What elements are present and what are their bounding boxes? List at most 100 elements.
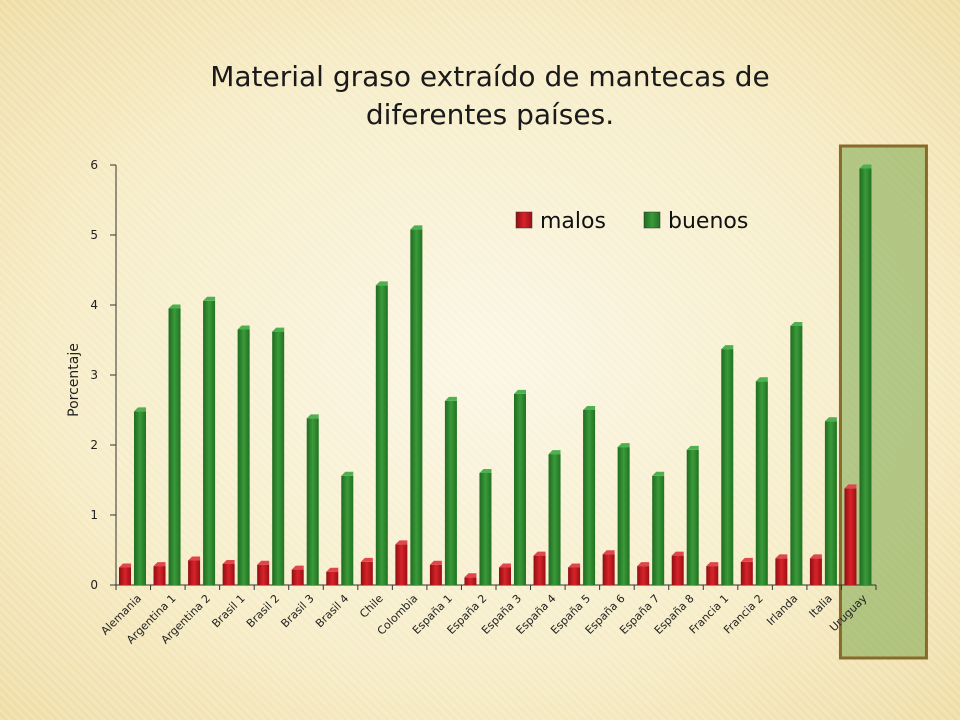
bar-face bbox=[859, 168, 872, 585]
bar-face bbox=[617, 447, 630, 585]
bar-face bbox=[637, 566, 650, 585]
y-tick-label: 6 bbox=[90, 158, 98, 172]
chart-title-line2: diferentes países. bbox=[365, 98, 615, 131]
chart-title: Material graso extraído de mantecas de d… bbox=[160, 58, 820, 134]
bar-top bbox=[740, 557, 753, 562]
bar-face bbox=[740, 561, 753, 585]
bar-face bbox=[533, 555, 546, 585]
bar-top bbox=[859, 164, 872, 169]
bar-malos bbox=[464, 573, 477, 585]
bar-buenos bbox=[721, 345, 734, 585]
bar-malos bbox=[257, 560, 270, 585]
bar-top bbox=[444, 396, 457, 401]
bar-face bbox=[341, 475, 354, 585]
bar-face bbox=[721, 349, 734, 585]
bar-face bbox=[119, 567, 131, 585]
bar-face bbox=[168, 308, 181, 585]
bar-top bbox=[429, 560, 442, 565]
bar-face bbox=[671, 555, 684, 585]
bar-buenos bbox=[168, 304, 181, 585]
bar-malos bbox=[429, 560, 442, 585]
bar-top bbox=[291, 565, 304, 570]
legend-swatch-buenos bbox=[643, 211, 661, 229]
bar-malos bbox=[740, 557, 753, 585]
bar-face bbox=[291, 569, 304, 585]
bar-top bbox=[533, 551, 546, 556]
bar-buenos bbox=[237, 325, 250, 585]
bar-top bbox=[809, 554, 822, 559]
bar-malos bbox=[671, 551, 684, 585]
bar-top bbox=[568, 563, 581, 568]
x-category-label: Italia bbox=[807, 592, 835, 620]
bar-buenos bbox=[686, 445, 699, 585]
bar-top bbox=[188, 556, 201, 561]
bar-top bbox=[602, 550, 615, 555]
bar-face bbox=[306, 418, 319, 585]
bar-malos bbox=[153, 562, 166, 585]
bar-malos bbox=[499, 563, 511, 585]
bar-buenos bbox=[514, 389, 526, 585]
y-tick-label: 4 bbox=[90, 298, 98, 312]
bar-buenos bbox=[341, 471, 354, 585]
bar-face bbox=[844, 488, 857, 585]
bar-top bbox=[637, 562, 650, 567]
bar-top bbox=[499, 563, 511, 568]
legend-label-malos: malos bbox=[540, 209, 606, 234]
bar-face bbox=[464, 577, 477, 585]
bar-top bbox=[824, 417, 837, 422]
bar-malos bbox=[360, 557, 373, 585]
bar-top bbox=[410, 225, 423, 230]
bar-buenos bbox=[134, 407, 146, 585]
bar-face bbox=[360, 561, 373, 585]
bar-top bbox=[306, 414, 319, 419]
bar-buenos bbox=[375, 281, 388, 585]
bar-buenos bbox=[755, 377, 768, 585]
bar-face bbox=[395, 544, 408, 585]
bar-malos bbox=[775, 554, 788, 585]
bar-top bbox=[514, 389, 526, 394]
bar-malos bbox=[326, 567, 339, 585]
bar-top bbox=[479, 469, 492, 473]
bar-top bbox=[706, 562, 719, 567]
bar-top bbox=[272, 327, 285, 332]
bar-top bbox=[652, 471, 665, 476]
bar-buenos bbox=[410, 225, 423, 585]
bar-top bbox=[464, 573, 477, 578]
bar-buenos bbox=[617, 443, 630, 585]
bar-malos bbox=[291, 565, 304, 585]
bar-top bbox=[686, 445, 699, 450]
legend-swatch-malos bbox=[515, 211, 533, 229]
bar-face bbox=[755, 381, 768, 585]
bar-malos bbox=[533, 551, 546, 585]
bar-malos bbox=[706, 562, 719, 585]
bar-malos bbox=[844, 484, 857, 585]
bar-top bbox=[119, 563, 131, 568]
bar-malos bbox=[809, 554, 822, 585]
bar-buenos bbox=[479, 469, 492, 585]
y-tick-label: 2 bbox=[90, 438, 98, 452]
bar-top bbox=[360, 557, 373, 562]
bar-malos bbox=[602, 550, 615, 585]
x-category-label: Brasil 2 bbox=[244, 592, 282, 630]
bar-buenos bbox=[790, 322, 803, 585]
bar-face bbox=[583, 410, 596, 585]
bar-top bbox=[617, 443, 630, 448]
bar-top bbox=[134, 407, 146, 412]
x-category-label: Brasil 4 bbox=[313, 592, 351, 630]
bar-top bbox=[844, 484, 857, 489]
bar-top bbox=[168, 304, 181, 309]
bar-face bbox=[602, 554, 615, 585]
bar-face bbox=[153, 566, 166, 585]
bar-face bbox=[479, 473, 492, 585]
bar-buenos bbox=[583, 406, 596, 585]
bar-top bbox=[203, 296, 216, 301]
bar-top bbox=[153, 562, 166, 567]
x-category-label: Chile bbox=[357, 592, 386, 621]
bar-top bbox=[257, 560, 270, 565]
bar-face bbox=[444, 400, 457, 585]
bar-face bbox=[824, 421, 837, 585]
bar-malos bbox=[119, 563, 131, 585]
bar-face bbox=[222, 564, 235, 585]
bar-face bbox=[514, 393, 526, 585]
